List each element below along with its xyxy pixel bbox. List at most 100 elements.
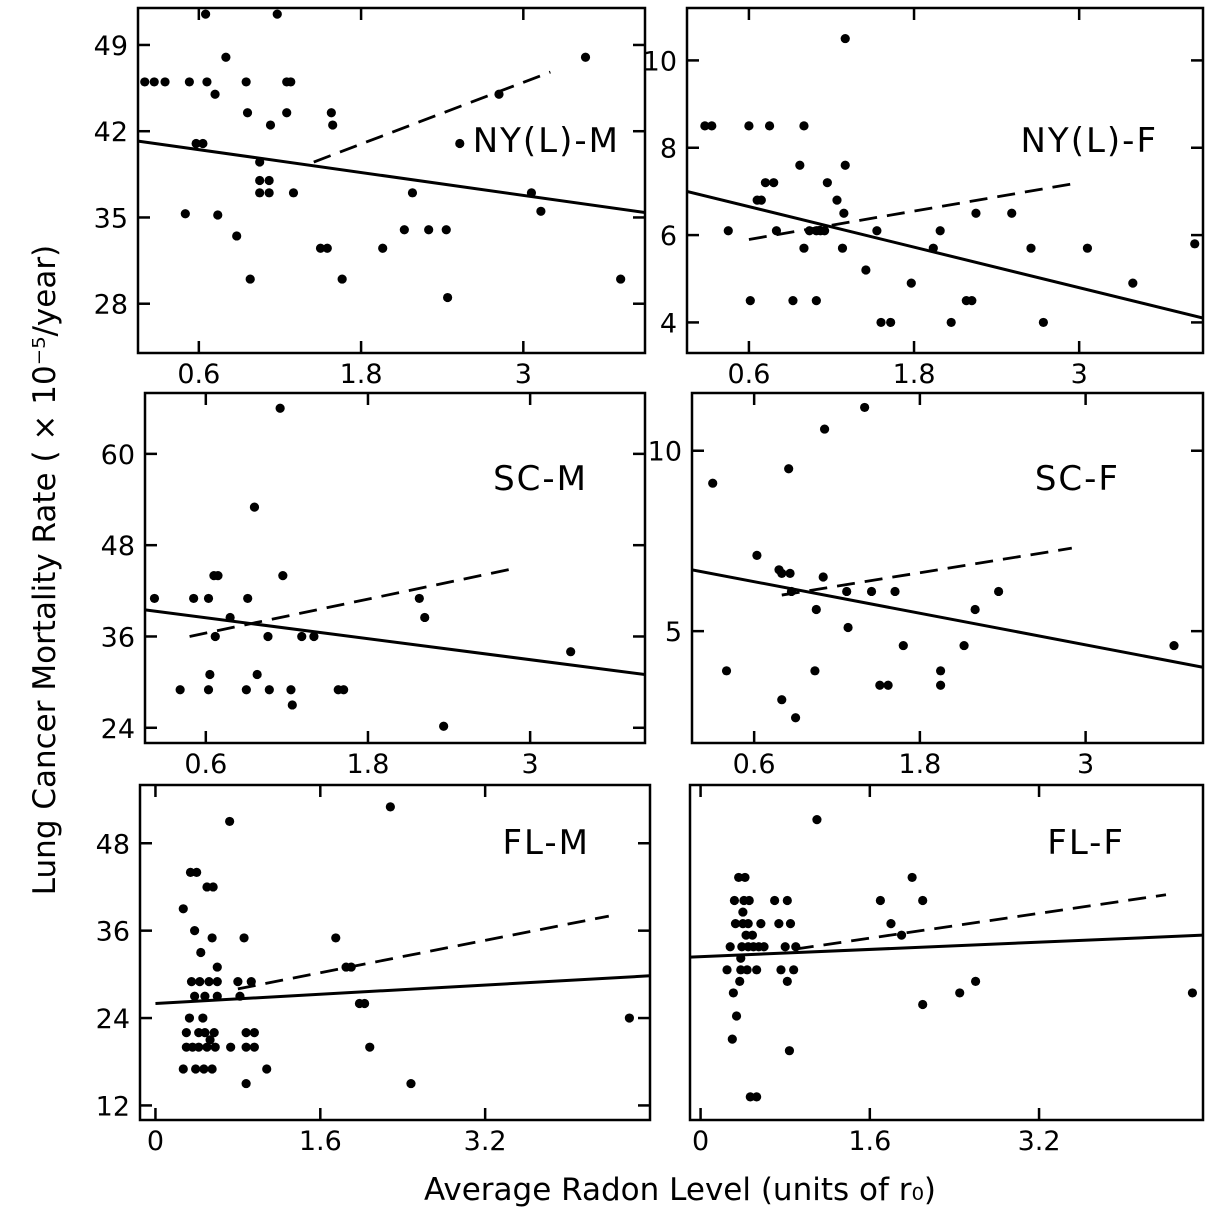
data-point xyxy=(149,77,159,87)
fit-line-solid xyxy=(690,933,1203,959)
fit-line-solid xyxy=(155,974,650,1005)
data-point xyxy=(315,243,326,253)
data-point xyxy=(670,207,679,216)
data-point xyxy=(203,593,214,604)
fit-line-dashed xyxy=(237,914,610,991)
data-point xyxy=(245,274,255,284)
data-point xyxy=(728,988,738,998)
y-tick-label: 4 xyxy=(660,308,677,339)
data-point xyxy=(208,882,218,892)
data-point xyxy=(745,1092,755,1102)
data-point xyxy=(747,930,758,940)
fit-line-solid xyxy=(692,568,1203,669)
data-point xyxy=(832,195,842,205)
data-point xyxy=(241,1078,251,1089)
y-tick-label: 60 xyxy=(101,440,135,471)
data-point xyxy=(818,572,828,582)
data-point xyxy=(441,225,451,235)
data-point xyxy=(210,631,220,642)
y-tick-label: 42 xyxy=(94,117,128,148)
panel-fl-m: 0 1.6 3.2 12 24 36 48 FL-M xyxy=(96,783,652,1157)
fit-line-dashed xyxy=(313,70,551,164)
x-tick-label: 0.6 xyxy=(184,749,227,780)
data-point xyxy=(249,502,260,512)
data-point xyxy=(195,977,205,987)
data-point xyxy=(414,593,424,604)
data-point xyxy=(721,666,732,676)
data-point xyxy=(213,210,223,220)
data-point xyxy=(866,586,877,597)
data-point xyxy=(265,120,276,130)
panel-frame xyxy=(136,6,647,355)
fit-line-dashed xyxy=(795,893,1167,951)
data-point xyxy=(255,175,265,186)
data-point xyxy=(860,402,870,413)
data-point xyxy=(272,9,282,19)
data-point xyxy=(201,9,211,19)
data-point xyxy=(407,188,418,198)
data-point xyxy=(791,942,801,952)
data-point xyxy=(970,604,980,615)
data-point xyxy=(861,265,871,275)
data-point xyxy=(328,120,338,130)
data-point xyxy=(876,317,886,328)
data-point xyxy=(788,295,798,306)
data-point xyxy=(249,1028,259,1038)
panel-label: FL-F xyxy=(1047,823,1125,863)
data-point xyxy=(837,243,848,253)
data-point xyxy=(455,138,465,149)
data-point xyxy=(890,586,900,597)
data-point xyxy=(785,568,795,579)
x-axis-label: Average Radon Level (units of r₀) xyxy=(424,1172,936,1208)
data-point xyxy=(192,867,202,877)
data-point xyxy=(406,1078,416,1089)
data-point xyxy=(738,907,748,917)
data-point xyxy=(241,685,251,695)
data-point xyxy=(730,919,741,929)
panel-frame xyxy=(685,6,1205,355)
marks xyxy=(690,815,1203,1102)
x-tick-label: 1.8 xyxy=(346,749,389,780)
data-point xyxy=(886,317,896,328)
data-point xyxy=(736,953,746,963)
data-point xyxy=(210,89,220,99)
data-point xyxy=(735,976,745,986)
data-point xyxy=(205,669,215,680)
data-point xyxy=(200,1028,210,1038)
data-point xyxy=(186,977,197,987)
data-point xyxy=(241,1028,251,1038)
marks xyxy=(692,402,1203,723)
data-point xyxy=(322,243,332,253)
data-point xyxy=(875,680,885,690)
data-point xyxy=(339,685,349,695)
data-point xyxy=(811,295,821,306)
panel-sc-f: 0.6 1.8 3 5 10 SC-F xyxy=(648,391,1205,780)
data-point xyxy=(771,226,782,236)
data-point xyxy=(782,895,792,906)
data-point xyxy=(875,895,885,906)
data-point xyxy=(288,188,299,198)
x-tick-label: 1.8 xyxy=(893,359,936,390)
data-point xyxy=(140,77,150,87)
data-point xyxy=(723,226,733,236)
fit-line-solid xyxy=(145,608,645,677)
data-point xyxy=(770,895,780,906)
data-point xyxy=(955,988,965,998)
data-point xyxy=(424,225,434,235)
data-point xyxy=(935,680,946,690)
data-point xyxy=(729,895,740,906)
fit-line-dashed xyxy=(781,546,1073,597)
data-point xyxy=(264,685,274,695)
data-point xyxy=(202,77,212,87)
data-point xyxy=(199,1064,209,1074)
data-point xyxy=(160,77,170,87)
data-point xyxy=(378,243,388,253)
data-point xyxy=(971,208,981,218)
data-point xyxy=(1169,640,1179,651)
panel-frame xyxy=(138,783,652,1122)
data-point xyxy=(812,815,822,825)
data-point xyxy=(820,226,830,236)
data-point xyxy=(580,52,591,62)
marks xyxy=(155,802,650,1089)
data-point xyxy=(776,965,786,975)
